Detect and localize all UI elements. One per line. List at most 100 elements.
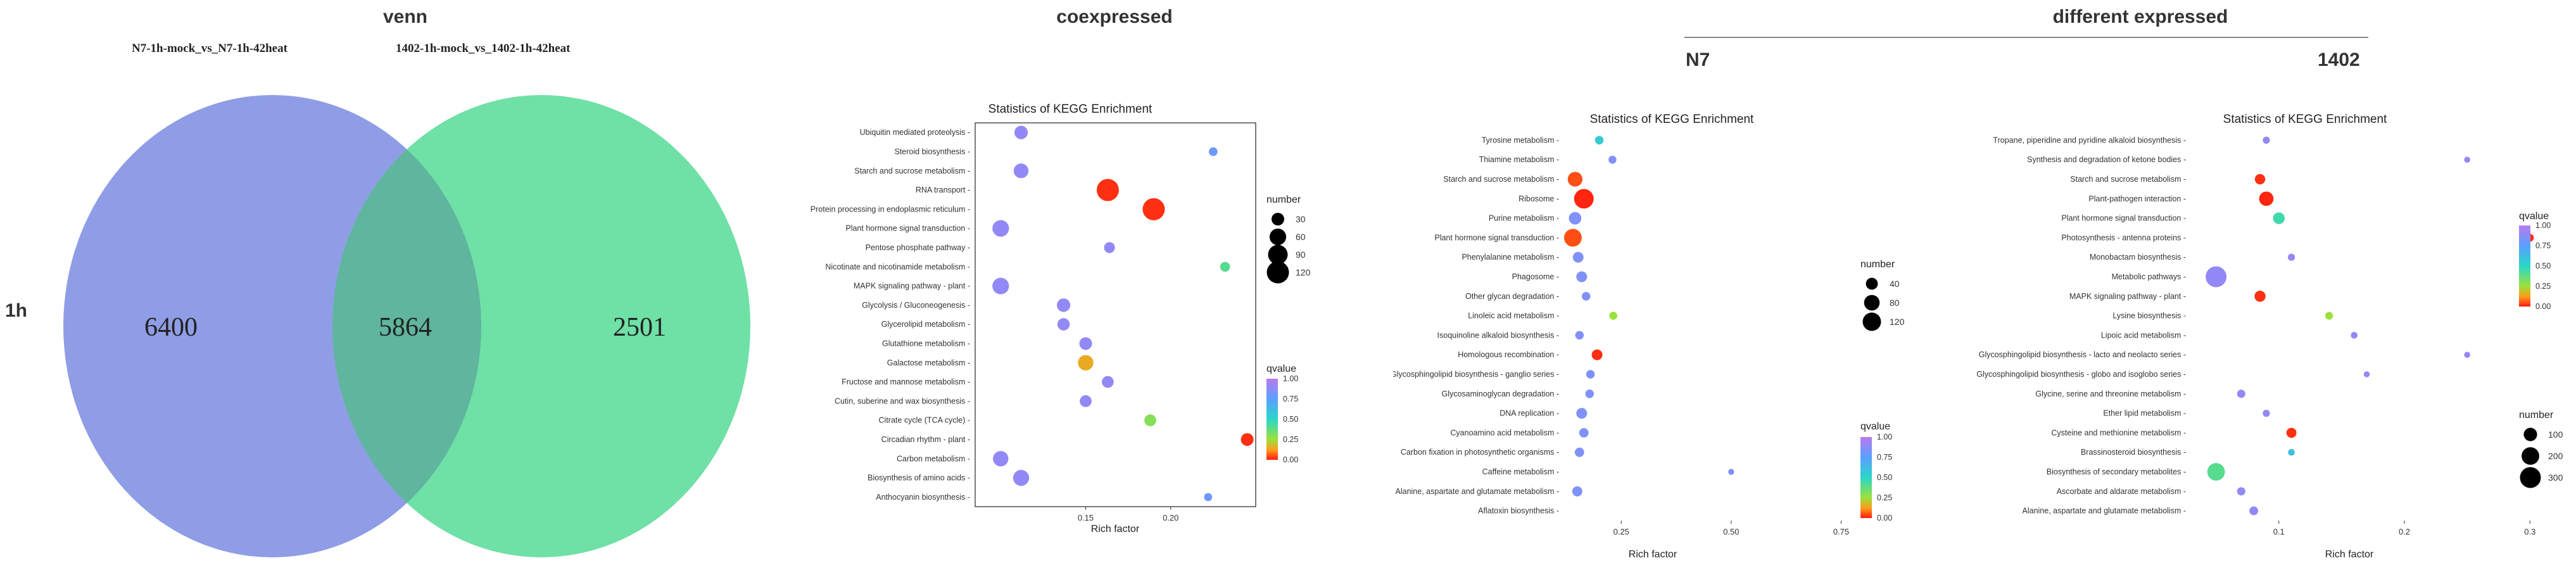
chart-1402: Statistics of KEGG Enrichment Tropane, p… <box>1938 95 2571 560</box>
chart-coexpressed: Statistics of KEGG Enrichment Ubiquitin … <box>785 95 1380 557</box>
color-legend-label: 0.50 <box>2535 262 2551 270</box>
data-point <box>1144 414 1156 426</box>
category-label: Brassinosteroid biosynthesis - <box>2081 448 2186 457</box>
category-label: Glycerolipid metabolism - <box>881 320 970 329</box>
data-point <box>1591 349 1603 360</box>
category-label: Starch and sucrose metabolism - <box>1443 175 1559 184</box>
category-label: Glycolysis / Gluconeogenesis - <box>862 301 970 310</box>
chart-1402-svg: Statistics of KEGG Enrichment Tropane, p… <box>1976 113 2563 560</box>
category-label: Glutathione metabolism - <box>882 339 970 348</box>
data-point <box>2288 448 2295 456</box>
data-point <box>1569 212 1582 225</box>
category-label: Metabolic pathways - <box>2112 272 2186 281</box>
category-label: Photosynthesis - antenna proteins - <box>2061 233 2186 242</box>
size-legend-label: 80 <box>1890 298 1900 308</box>
color-legend-label: 0.75 <box>2535 241 2551 250</box>
category-label: Glycine, serine and threonine metabolism… <box>2035 390 2186 398</box>
size-legend-title: number <box>1860 259 1895 270</box>
data-point <box>2325 312 2333 320</box>
data-point <box>1608 155 1617 164</box>
data-point <box>1594 136 1604 145</box>
color-legend-label: 0.25 <box>1877 493 1892 502</box>
category-label: Phenylalanine metabolism - <box>1462 253 1559 262</box>
line-1402-subheader: 1402 <box>2318 49 2360 70</box>
color-legend-label: 0.25 <box>1283 435 1298 444</box>
category-label: Tyrosine metabolism - <box>1482 136 1559 144</box>
data-point <box>1220 262 1230 272</box>
size-legend-marker <box>1272 213 1284 225</box>
data-point <box>2254 174 2266 185</box>
category-label: Cysteine and methionine metabolism - <box>2051 428 2186 437</box>
data-point <box>2464 156 2470 163</box>
category-label: MAPK signaling pathway - plant - <box>2069 292 2186 301</box>
data-point <box>1572 486 1582 497</box>
category-label: Linoleic acid metabolism - <box>1468 312 1559 320</box>
color-legend-title: qvalue <box>1266 364 1296 374</box>
color-legend-label: 1.00 <box>1283 374 1298 383</box>
category-label: Homologous recombination - <box>1458 350 1559 359</box>
data-point <box>1057 318 1070 331</box>
category-label: Steroid biosynthesis - <box>894 147 970 156</box>
color-legend-label: 1.00 <box>1877 433 1892 441</box>
data-point <box>1579 428 1589 438</box>
category-label: Carbon metabolism - <box>897 454 970 463</box>
size-legend-title: number <box>1266 194 1301 205</box>
chart-n7-svg: Statistics of KEGG Enrichment Tyrosine m… <box>1391 113 1959 560</box>
size-legend-label: 300 <box>2548 472 2563 483</box>
data-point <box>1576 408 1588 419</box>
n7-subheader: N7 <box>1686 49 1710 70</box>
size-legend-marker <box>1266 261 1289 284</box>
category-label: Isoquinoline alkaloid biosynthesis - <box>1437 331 1559 339</box>
color-legend-label: 0.00 <box>1283 455 1298 464</box>
category-label: Carbon fixation in photosynthetic organi… <box>1401 448 1559 457</box>
chart-title: Statistics of KEGG Enrichment <box>1590 113 1754 126</box>
category-label: Cutin, suberine and wax biosynthesis - <box>835 396 970 405</box>
plot-frame <box>975 122 1256 507</box>
venn-diagram: N7-1h-mock_vs_N7-1h-42heat 1402-1h-mock_… <box>63 42 750 557</box>
category-label: Glycosphingolipid biosynthesis - ganglio… <box>1393 370 1559 379</box>
category-label: RNA transport - <box>916 186 970 194</box>
size-legend-marker <box>2522 447 2539 465</box>
size-legend-label: 60 <box>1296 232 1306 242</box>
size-legend-label: 90 <box>1296 250 1306 260</box>
category-label: Ascorbate and aldarate metabolism - <box>2057 487 2186 496</box>
category-label: Fructose and mannose metabolism - <box>842 377 970 386</box>
size-legend-label: 120 <box>1296 267 1311 277</box>
color-legend-label: 0.75 <box>1283 395 1298 403</box>
size-legend-marker <box>2523 428 2537 441</box>
x-tick-label: 0.75 <box>1833 527 1849 536</box>
data-point <box>1078 355 1094 370</box>
category-label: Anthocyanin biosynthesis - <box>876 493 970 502</box>
category-label: MAPK signaling pathway - plant - <box>854 282 970 291</box>
category-label: Cyanoamino acid metabolism - <box>1450 428 1559 437</box>
category-label: Plant hormone signal transduction - <box>1434 233 1559 242</box>
data-point <box>1241 433 1254 446</box>
category-label: Aflatoxin biosynthesis - <box>1478 507 1559 516</box>
data-point <box>1574 189 1594 209</box>
color-legend-label: 0.00 <box>1877 514 1892 522</box>
data-point <box>1102 376 1114 388</box>
qvalue-colorbar <box>2519 225 2530 307</box>
x-tick-label: 0.2 <box>2399 527 2410 536</box>
data-point <box>2249 506 2259 516</box>
size-legend-marker <box>1864 294 1880 311</box>
size-legend-marker <box>2520 467 2541 488</box>
data-point <box>2263 409 2270 417</box>
category-label: Nicotinate and nicotinamide metabolism - <box>825 262 970 271</box>
color-legend-label: 0.75 <box>1877 453 1892 462</box>
data-point <box>1142 198 1165 220</box>
size-legend-marker <box>1269 228 1287 246</box>
category-label: Glycosphingolipid biosynthesis - globo a… <box>1976 370 2186 379</box>
x-tick-label: 0.3 <box>2524 527 2535 536</box>
data-point <box>1057 298 1071 312</box>
size-legend-label: 100 <box>2548 429 2563 440</box>
size-legend-marker <box>1862 312 1881 331</box>
category-label: Alanine, aspartate and glutamate metabol… <box>1396 487 1559 496</box>
x-axis-label: Rich factor <box>1091 524 1140 535</box>
data-point <box>992 220 1009 237</box>
plot-area <box>2191 130 2549 521</box>
color-legend-label: 1.00 <box>2535 221 2551 230</box>
data-point <box>1013 469 1030 486</box>
data-point <box>1013 163 1029 179</box>
chart-n7: Statistics of KEGG Enrichment Tyrosine m… <box>1391 95 1959 560</box>
